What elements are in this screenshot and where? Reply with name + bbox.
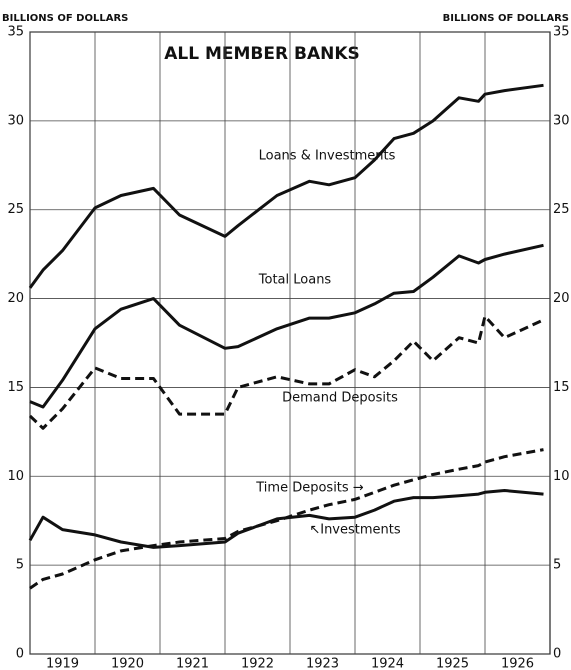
y2-tick-label: 35 [553, 25, 570, 40]
y-tick-label: 20 [7, 291, 24, 306]
x-tick-label: 1925 [436, 657, 469, 670]
y2-tick-label: 5 [553, 558, 561, 573]
y2-tick-label: 20 [553, 291, 570, 306]
series-line [29, 448, 544, 590]
series-label: Total Loans [258, 273, 332, 288]
x-tick-label: 1919 [46, 657, 79, 670]
series-label: ↖Investments [309, 523, 401, 538]
x-tick-label: 1920 [111, 657, 144, 670]
y-axis-label-right: BILLIONS OF DOLLARS [443, 13, 569, 24]
y-tick-label: 0 [16, 647, 24, 662]
y2-tick-label: 0 [553, 647, 561, 662]
series-label: Loans & Investments [259, 149, 396, 164]
x-tick-label: 1923 [306, 657, 339, 670]
y-tick-label: 25 [7, 202, 24, 217]
y-tick-label: 5 [16, 558, 24, 573]
y2-tick-label: 15 [553, 380, 570, 395]
y-tick-label: 10 [7, 469, 24, 484]
series-line [28, 489, 544, 549]
x-tick-label: 1924 [371, 657, 404, 670]
y2-tick-label: 10 [553, 469, 570, 484]
series-label: Demand Deposits [282, 391, 398, 406]
y-tick-label: 35 [7, 25, 24, 40]
series-line [28, 314, 545, 430]
x-tick-label: 1922 [241, 657, 274, 670]
series-line [29, 243, 544, 409]
y-tick-label: 15 [7, 380, 24, 395]
y2-tick-label: 30 [553, 113, 570, 128]
series-label: Time Deposits → [255, 481, 364, 496]
chart-title: ALL MEMBER BANKS [164, 44, 360, 64]
series-line [28, 83, 544, 289]
x-tick-label: 1921 [176, 657, 209, 670]
y2-tick-label: 25 [553, 202, 570, 217]
y-axis-label-left: BILLIONS OF DOLLARS [2, 13, 128, 24]
x-tick-label: 1926 [501, 657, 534, 670]
y-tick-label: 30 [7, 113, 24, 128]
